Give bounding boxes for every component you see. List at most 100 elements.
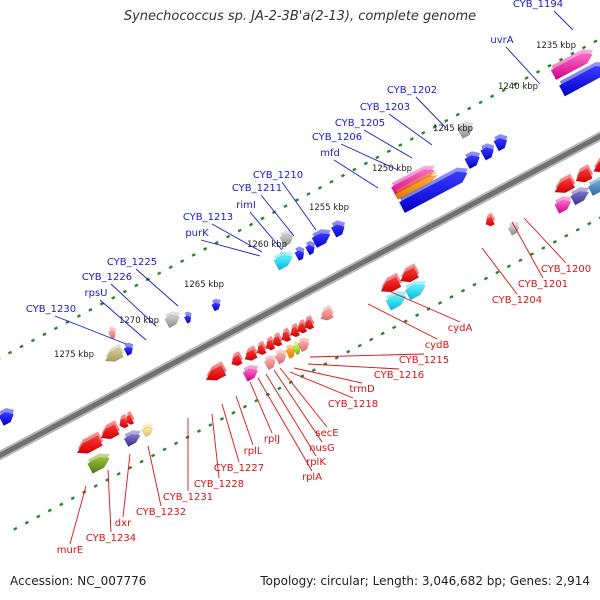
gene-label-leader xyxy=(505,46,541,85)
gene-label-rimI: rimI xyxy=(236,200,256,211)
gene-arrow-reverse xyxy=(292,344,301,356)
ruler-tick-lower xyxy=(36,514,41,519)
gene-arrow-reverse xyxy=(265,339,276,351)
ruler-tick-upper xyxy=(283,204,288,209)
kbp-tick-label: 1245 kbp xyxy=(433,124,473,134)
ruler-tick-lower xyxy=(529,252,534,256)
ruler-tick-lower xyxy=(541,246,546,250)
ruler-tick-upper xyxy=(478,100,483,105)
gene-arrow-forward xyxy=(480,147,495,161)
ruler-tick-lower xyxy=(472,282,477,287)
gene-arrow-reverse xyxy=(507,225,520,236)
gene-arrow-forward xyxy=(123,346,134,357)
gene-label-leader xyxy=(289,371,354,399)
gene-arrow-reverse xyxy=(399,267,420,283)
gene-label-rplJ: rplJ xyxy=(264,434,280,445)
gene-label-leader xyxy=(69,485,87,545)
ruler-tick-lower xyxy=(403,319,408,324)
gene-arrow-reverse xyxy=(554,177,576,194)
ruler-tick-upper xyxy=(306,192,311,196)
gene-label-leader xyxy=(235,395,254,446)
gene-label-leader xyxy=(481,247,518,295)
gene-label-CYB_1213: CYB_1213 xyxy=(183,212,233,223)
gene-label-CYB_1226: CYB_1226 xyxy=(82,272,132,283)
ruler-tick-lower xyxy=(231,410,236,415)
gene-arrow-reverse xyxy=(304,319,315,330)
gene-label-leader xyxy=(273,369,323,443)
ruler-tick-lower xyxy=(24,520,29,525)
gene-label-CYB_1204: CYB_1204 xyxy=(492,295,542,306)
ruler-tick-upper xyxy=(271,210,277,215)
gene-label-rplA: rplA xyxy=(302,472,322,483)
gene-arrow-reverse xyxy=(290,326,301,338)
gene-label-CYB_1205: CYB_1205 xyxy=(335,118,385,129)
ruler-tick-lower xyxy=(369,337,374,342)
ruler-tick-lower xyxy=(380,331,385,336)
gene-label-cydA: cydA xyxy=(448,323,473,334)
gene-label-leader xyxy=(381,287,461,323)
gene-label-leader xyxy=(110,283,157,327)
ruler-tick-upper xyxy=(467,106,472,111)
ruler-tick-lower xyxy=(150,453,156,458)
ruler-tick-lower xyxy=(495,270,500,275)
gene-label-leader xyxy=(553,10,574,31)
ruler-tick-upper xyxy=(30,338,36,343)
ruler-tick-lower xyxy=(392,325,397,330)
ruler-tick-upper xyxy=(122,289,127,294)
gene-arrow-reverse xyxy=(242,368,259,382)
ruler-tick-upper xyxy=(214,240,219,245)
backbone-shadow xyxy=(0,131,600,461)
ruler-tick-lower xyxy=(185,435,190,440)
gene-label-leader xyxy=(333,159,379,189)
gene-arrow-reverse xyxy=(281,331,292,343)
kbp-tick-label: 1265 kbp xyxy=(184,280,224,290)
ruler-tick-lower xyxy=(47,508,52,513)
ruler-tick-upper xyxy=(444,118,449,123)
gene-label-leader xyxy=(135,268,179,307)
gene-label-CYB_1194: CYB_1194 xyxy=(513,0,563,10)
gene-label-leader xyxy=(249,381,273,434)
gene-label-murE: murE xyxy=(57,545,84,556)
kbp-tick-label: 1240 kbp xyxy=(498,82,538,92)
ruler-tick-upper xyxy=(248,222,254,227)
gene-arrow-reverse xyxy=(592,161,600,173)
gene-label-leader xyxy=(260,194,295,237)
gene-arrow-reverse xyxy=(123,434,141,448)
gene-arrow-reverse xyxy=(231,354,243,367)
topology-text: Topology: circular; Length: 3,046,682 bp… xyxy=(260,574,590,588)
gene-label-leader xyxy=(293,367,363,384)
accession-text: Accession: NC_007776 xyxy=(10,574,147,588)
ruler-tick-lower xyxy=(242,404,248,409)
ruler-tick-upper xyxy=(409,137,414,141)
ruler-tick-lower xyxy=(173,441,179,446)
ruler-tick-lower xyxy=(196,429,202,433)
ruler-tick-lower xyxy=(506,264,512,269)
gene-label-leader xyxy=(309,353,425,358)
ruler-tick-lower xyxy=(518,258,523,263)
ruler-tick-upper xyxy=(191,253,196,257)
gene-label-leader xyxy=(257,377,313,472)
ruler-tick-upper xyxy=(42,332,47,337)
ruler-tick-lower xyxy=(128,465,133,470)
ruler-tick-lower xyxy=(564,233,569,238)
gene-arrow-reverse xyxy=(385,295,407,311)
ruler-tick-upper xyxy=(547,63,552,68)
gene-label-rplK: rplK xyxy=(306,457,326,468)
map-title: Synechococcus sp. JA-2-3B'a(2-13), compl… xyxy=(123,9,477,24)
ruler-tick-upper xyxy=(226,234,231,239)
gene-label-leader xyxy=(211,223,263,253)
gene-label-leader xyxy=(367,303,438,340)
gene-arrow-forward xyxy=(550,53,593,81)
gene-label-leader xyxy=(122,453,131,518)
gene-arrow-forward xyxy=(183,315,192,324)
ruler-tick-lower xyxy=(59,502,64,507)
gene-label-CYB_1210: CYB_1210 xyxy=(253,170,303,181)
ruler-tick-lower xyxy=(414,313,420,318)
gene-arrow-forward xyxy=(394,174,438,201)
gene-arrow-reverse xyxy=(126,414,135,426)
gene-label-CYB_1225: CYB_1225 xyxy=(107,257,157,268)
gene-label-CYB_1203: CYB_1203 xyxy=(360,102,410,113)
ruler-tick-upper xyxy=(570,51,575,56)
gene-label-CYB_1201: CYB_1201 xyxy=(518,279,568,290)
ruler-tick-lower xyxy=(437,301,443,305)
